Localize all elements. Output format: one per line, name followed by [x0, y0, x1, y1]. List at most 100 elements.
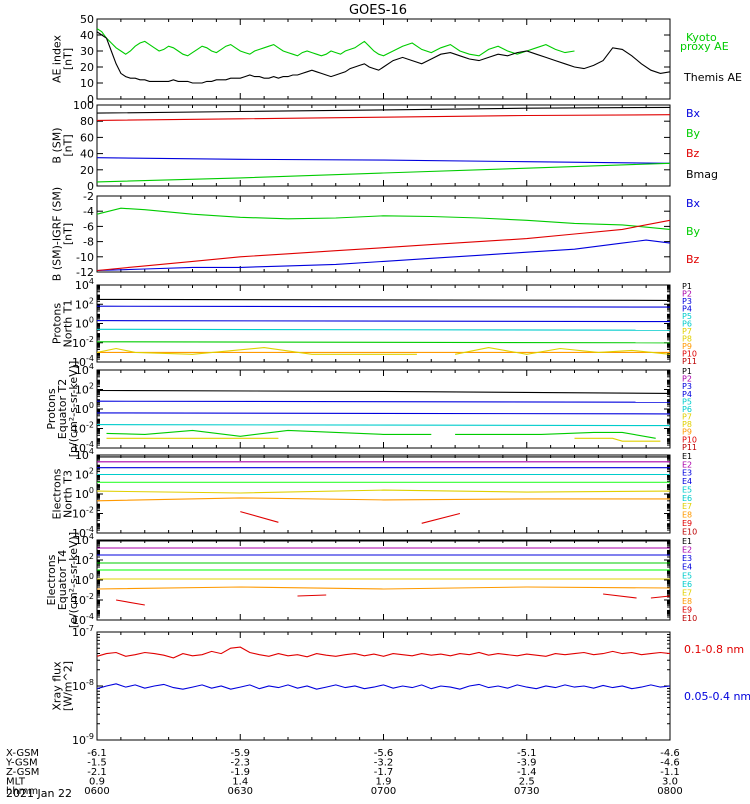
series-e8 — [116, 600, 145, 605]
y-tick-label: 10-7 — [72, 624, 94, 639]
legend-entry: E10 — [682, 614, 697, 623]
y-axis-title: [e/(cm²-s-sr-keV)] — [67, 532, 80, 628]
panel-frame — [97, 455, 670, 533]
series-p10 — [455, 432, 656, 438]
series-e8 — [240, 512, 278, 523]
y-tick-label: 80 — [80, 115, 94, 128]
series-bz — [97, 115, 670, 121]
legend-label: By — [686, 127, 701, 140]
y-tick-label: 20 — [80, 164, 94, 177]
series-0-05-0-4-nm — [97, 684, 670, 689]
legend-label: proxy AE — [680, 40, 729, 53]
series-e7 — [97, 587, 670, 589]
x-row-value: 0700 — [371, 786, 396, 797]
series-e6 — [97, 490, 670, 493]
y-tick-label: 50 — [80, 13, 94, 26]
series-bx — [97, 240, 670, 270]
y-tick-label: 102 — [75, 296, 94, 311]
series-p3 — [97, 306, 670, 307]
y-tick-label: 104 — [75, 447, 94, 462]
y-tick-label: 100 — [75, 316, 94, 331]
x-axis-labels: X-GSM-6.1-5.9-5.6-5.1-4.6Y-GSM-1.5-2.3-3… — [5, 748, 683, 797]
series-p5 — [97, 425, 670, 426]
y-tick-label: 40 — [80, 148, 94, 161]
x-row-value: 0730 — [514, 786, 539, 797]
y-tick-label: -6 — [83, 220, 94, 233]
y-tick-label: -10 — [76, 251, 94, 264]
x-row-value: 0600 — [84, 786, 109, 797]
legend-label: 0.05-0.4 nm — [684, 690, 750, 703]
legend-label: 0.1-0.8 nm — [684, 643, 744, 656]
y-tick-label: 20 — [80, 61, 94, 74]
y-tick-label: -2 — [83, 190, 94, 203]
y-tick-label: 102 — [75, 467, 94, 482]
series-by — [97, 208, 670, 229]
y-tick-label: 10 — [80, 77, 94, 90]
y-tick-label: 10-2 — [72, 335, 94, 350]
panel-frame — [97, 370, 670, 448]
series-bz — [97, 220, 670, 270]
series-kyoto-proxy-ae — [97, 29, 575, 56]
y-tick-label: 104 — [75, 277, 94, 292]
x-row-value: 0630 — [228, 786, 253, 797]
y-axis-title: [nT] — [62, 223, 75, 245]
series-p11 — [575, 438, 661, 441]
panel-frame — [97, 19, 670, 99]
x-row-value: 0800 — [657, 786, 682, 797]
series-p8 — [97, 342, 670, 343]
series-p4 — [97, 413, 670, 414]
series-p1 — [97, 299, 670, 300]
series-themis-ae — [97, 32, 670, 83]
legend-entry: E10 — [682, 527, 697, 536]
series-e7 — [97, 498, 670, 501]
y-axis-title: [nT] — [62, 134, 75, 156]
y-tick-label: 100 — [75, 486, 94, 501]
series-p3 — [97, 401, 670, 402]
y-axis-title: [W/m^2] — [62, 661, 75, 711]
series-e9 — [422, 514, 460, 524]
legend-label: Bmag — [686, 168, 718, 181]
series-p8 — [107, 430, 432, 436]
legend-label: Bx — [686, 197, 701, 210]
series-p4 — [97, 321, 670, 322]
series-0-1-0-8-nm — [97, 647, 670, 658]
panel-frame — [97, 540, 670, 620]
series-p10 — [97, 348, 417, 355]
series-e9 — [298, 595, 327, 596]
panel-frame — [97, 196, 670, 272]
series-p1 — [97, 391, 670, 394]
y-tick-label: 30 — [80, 45, 94, 58]
y-tick-label: 10-2 — [72, 506, 94, 521]
legend-label: By — [686, 225, 701, 238]
y-tick-label: 10-8 — [72, 678, 94, 693]
y-axis-title: North T1 — [62, 300, 75, 348]
legend-label: Bx — [686, 107, 701, 120]
chart-title: GOES-16 — [349, 3, 407, 18]
series-p5 — [97, 329, 670, 330]
legend-label: Bz — [686, 253, 700, 266]
series-e10 — [603, 594, 637, 598]
y-tick-label: -8 — [83, 236, 94, 249]
legend-label: Themis AE — [683, 71, 742, 84]
y-tick-label: 60 — [80, 131, 94, 144]
date-label: 2021 Jan 22 — [6, 787, 72, 800]
series-p11 — [455, 348, 670, 355]
legend-entry: P11 — [682, 443, 697, 452]
y-tick-label: 40 — [80, 29, 94, 42]
series-by — [97, 163, 670, 182]
y-tick-label: 10-9 — [72, 732, 94, 747]
y-axis-title: [nT] — [62, 48, 75, 70]
y-axis-title: [p/(cm²-s-sr-keV)] — [67, 361, 80, 458]
series-bx — [97, 158, 670, 164]
